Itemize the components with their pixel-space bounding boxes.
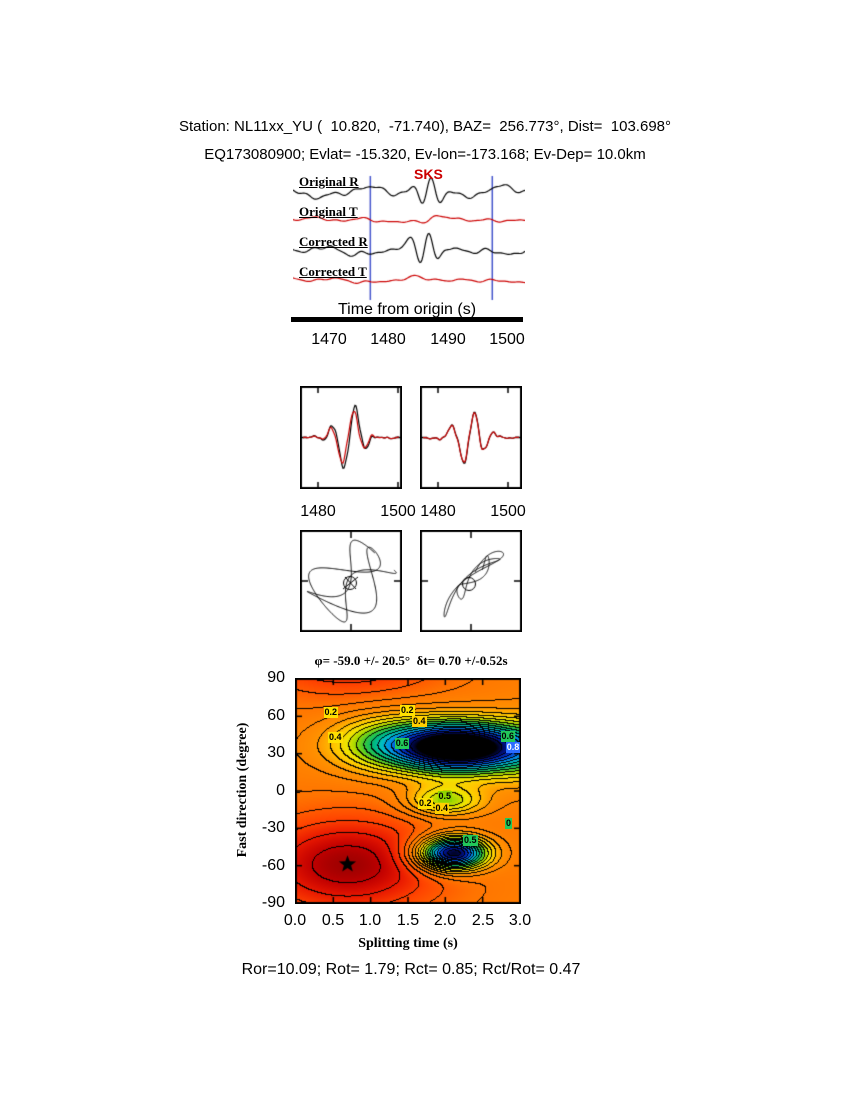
- trace-label-corrected-r: Corrected R: [299, 234, 368, 249]
- contour-label-chip: 0.4: [328, 732, 343, 743]
- contour-label-chip: 0.4: [412, 715, 427, 727]
- contour-label-chip: 0.6: [394, 738, 410, 750]
- fast-direction-tick: -90: [261, 894, 285, 911]
- contour-title: φ= -59.0 +/- 20.5° δt= 0.70 +/-0.52s: [314, 653, 508, 668]
- splitting-time-tick: 2.5: [471, 912, 495, 929]
- contour-label-chip: 0.5: [463, 834, 478, 846]
- splitting-time-tick: 3.0: [508, 912, 532, 929]
- zoom-axis-tick: 1500: [490, 503, 526, 520]
- fast-direction-tick: 90: [267, 669, 285, 686]
- contour-label-chip: 0.5: [437, 790, 453, 802]
- fast-direction-tick: 0: [276, 782, 285, 799]
- splitting-time-tick: 0.5: [321, 912, 345, 929]
- fast-direction-tick: -30: [261, 819, 285, 836]
- event-info-line: EQ173080900; Evlat= -15.320, Ev-lon=-173…: [204, 146, 646, 163]
- contour-label-chip: 0: [505, 818, 513, 830]
- contour-label-chip: 0.4: [434, 803, 450, 815]
- time-axis-tick: 1470: [311, 331, 347, 348]
- splitting-time-tick: 0.0: [283, 912, 307, 929]
- splitting-time-tick: 1.0: [358, 912, 382, 929]
- zoom-axis-tick: 1500: [380, 503, 416, 520]
- contour-label-chip: 0.2: [418, 798, 433, 810]
- trace-label-original-t: Original T: [299, 204, 358, 219]
- splitting-time-tick: 2.0: [433, 912, 457, 929]
- particle-motion-panel-uncorrected: [300, 530, 402, 632]
- time-axis-tick: 1480: [370, 331, 406, 348]
- zoom-waveform-panel-corrected: [420, 386, 522, 489]
- fast-direction-tick: 30: [267, 744, 285, 761]
- time-axis-tick: 1490: [430, 331, 466, 348]
- station-info-line: Station: NL11xx_YU ( 10.820, -71.740), B…: [178, 118, 671, 135]
- time-axis-tick: 1500: [489, 331, 525, 348]
- time-axis-bar: [291, 317, 523, 322]
- contour-label-chip: 0.2: [400, 704, 415, 716]
- particle-motion-panel-corrected: [420, 530, 522, 632]
- fast-direction-tick: 60: [267, 707, 285, 724]
- error-surface-plot: 0.2 0.4 0.2 0.4 0.6 0.6 0.8 0.2 0.4 0.5 0.5 0: [295, 678, 521, 904]
- contour-label-chip: 0.8: [505, 742, 521, 753]
- zoom-axis-tick: 1480: [300, 503, 336, 520]
- trace-label-corrected-t: Corrected T: [299, 264, 367, 279]
- contour-x-axis-label: Splitting time (s): [358, 936, 458, 951]
- zoom-axis-tick: 1480: [420, 503, 456, 520]
- contour-label-chip: 0.2: [323, 707, 339, 718]
- waveform-traces-canvas: [293, 172, 525, 304]
- quality-metrics-line: Ror=10.09; Rot= 1.79; Rct= 0.85; Rct/Rot…: [241, 961, 581, 978]
- time-axis-title: Time from origin (s): [337, 301, 477, 318]
- fast-direction-tick: -60: [261, 857, 285, 874]
- sks-phase-label: SKS: [414, 166, 443, 182]
- trace-label-original-r: Original R: [299, 174, 359, 189]
- zoom-waveform-panel-original: [300, 386, 402, 489]
- contour-label-chip: 0.6: [500, 730, 516, 742]
- splitting-time-tick: 1.5: [396, 912, 420, 929]
